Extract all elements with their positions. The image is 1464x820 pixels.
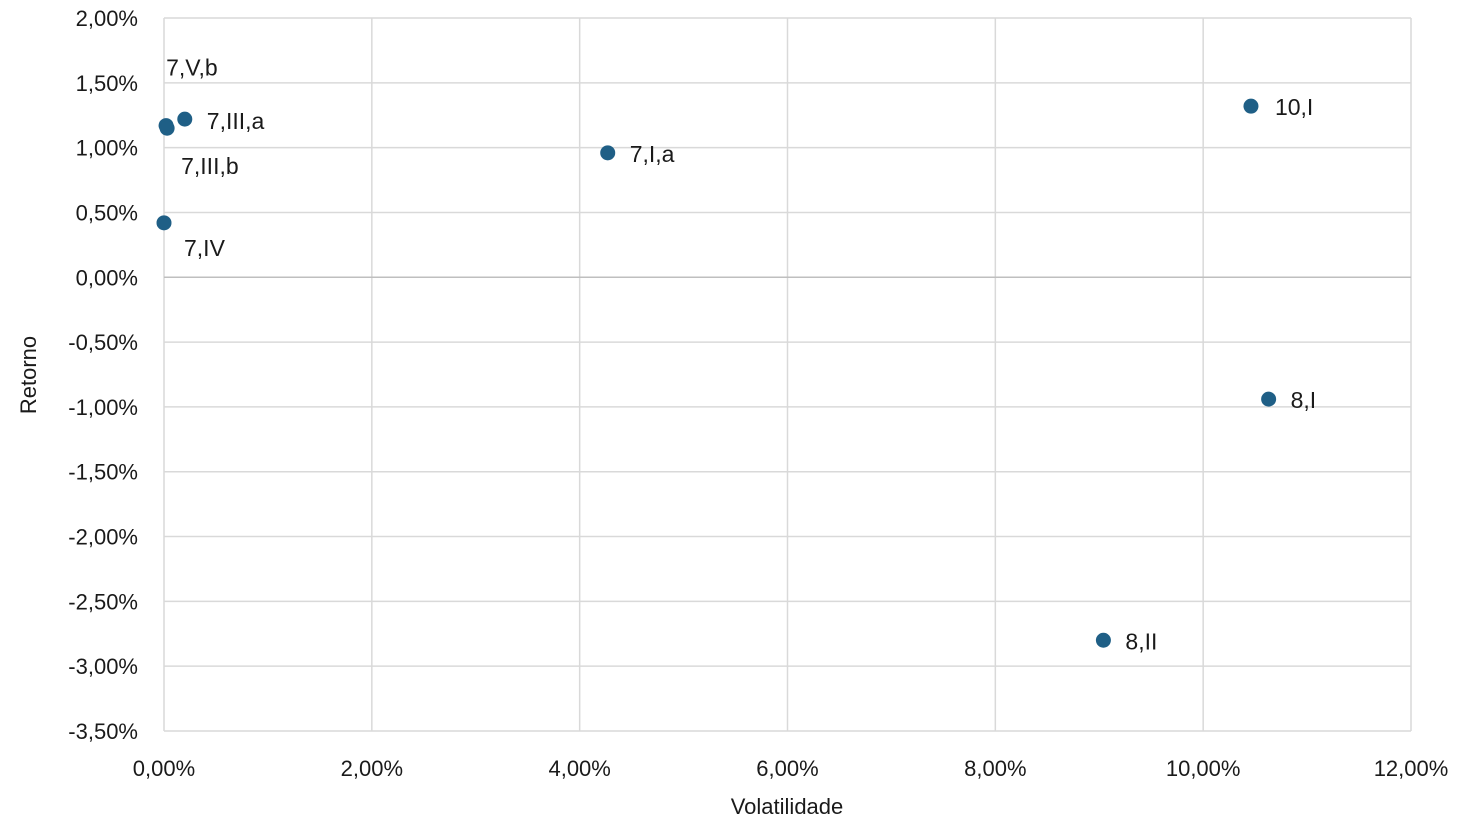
data-label: 8,II	[1125, 628, 1157, 654]
y-axis-ticks: 2,00% 1,50% 1,00% 0,50% 0,00% -0,50% -1,00% -1,…	[68, 6, 138, 744]
x-tick-label: 8,00%	[964, 756, 1026, 781]
x-tick-label: 4,00%	[548, 756, 610, 781]
data-points	[156, 98, 1277, 648]
y-tick-label: 2,00%	[76, 6, 138, 31]
data-point	[600, 145, 616, 161]
data-point	[1261, 391, 1277, 407]
data-point	[1095, 632, 1111, 648]
x-tick-label: 0,00%	[133, 756, 195, 781]
data-label: 7,IV	[184, 235, 226, 261]
y-tick-label: 1,50%	[76, 71, 138, 96]
y-tick-label: -1,00%	[68, 395, 138, 420]
y-tick-label: -3,50%	[68, 719, 138, 744]
data-label: 10,I	[1275, 94, 1313, 120]
grid-lines	[163, 17, 1412, 732]
x-tick-label: 12,00%	[1374, 756, 1449, 781]
y-tick-label: 1,00%	[76, 136, 138, 161]
data-label: 7,I,a	[630, 141, 675, 167]
data-point	[177, 111, 193, 127]
y-tick-label: 0,50%	[76, 200, 138, 225]
y-axis-title: Retorno	[16, 336, 41, 414]
y-tick-label: 0,00%	[76, 265, 138, 290]
x-tick-label: 2,00%	[341, 756, 403, 781]
y-tick-label: -2,00%	[68, 525, 138, 550]
data-label: 7,III,a	[207, 108, 265, 134]
data-point	[156, 215, 172, 231]
data-label: 7,V,b	[166, 55, 218, 81]
data-labels: 7,V,b 7,III,a 7,III,b 7,IV 7,I,a 10,I 8,I 8,II	[166, 55, 1316, 655]
data-label: 7,III,b	[181, 153, 239, 179]
data-point	[1243, 98, 1259, 114]
x-axis-title: Volatilidade	[731, 794, 844, 819]
y-tick-label: -3,00%	[68, 654, 138, 679]
x-tick-label: 6,00%	[756, 756, 818, 781]
y-tick-label: -0,50%	[68, 330, 138, 355]
y-tick-label: -2,50%	[68, 589, 138, 614]
y-tick-label: -1,50%	[68, 460, 138, 485]
x-axis-ticks: 0,00% 2,00% 4,00% 6,00% 8,00% 10,00% 12,00%	[133, 756, 1449, 781]
data-label: 8,I	[1291, 387, 1317, 413]
data-point	[159, 120, 175, 136]
x-tick-label: 10,00%	[1166, 756, 1241, 781]
